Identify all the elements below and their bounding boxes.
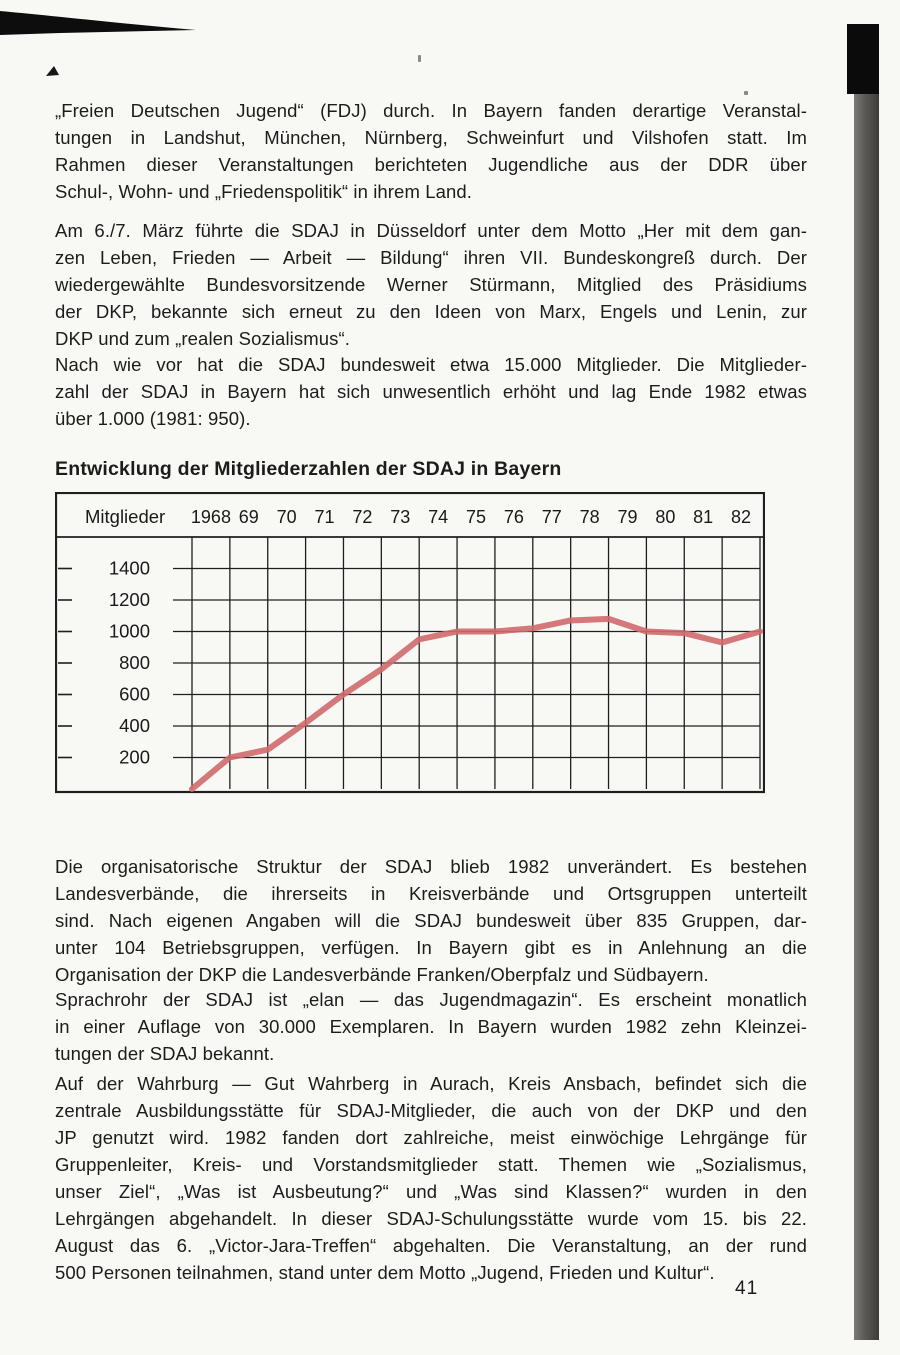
text-line: Nach wie vor hat die SDAJ bundesweit etw…: [55, 354, 807, 375]
scan-artifact-arrowhead: [46, 66, 59, 76]
text-line: 500 Personen teilnahmen, stand unter dem…: [55, 1262, 715, 1283]
text-line: der DKP, bekannte sich erneut zu den Ide…: [55, 301, 807, 322]
y-tick-label: 800: [119, 652, 150, 673]
page-number: 41: [735, 1278, 759, 1299]
membership-curve: [189, 615, 763, 792]
text-line: wiedergewählte Bundesvorsitzende Werner …: [55, 274, 807, 295]
scan-book-edge-block: [847, 24, 879, 94]
x-tick-label: 77: [542, 507, 562, 527]
x-tick-label: 82: [731, 507, 751, 527]
text-line: DKP und zum „realen Sozialismus“.: [55, 328, 350, 349]
paragraph-bundeskongress: Am 6./7. März führte die SDAJ in Düsseld…: [55, 217, 807, 352]
scan-book-edge-bar: [854, 58, 879, 1340]
text-line: JP genutzt wird. 1982 fanden dort zahlre…: [55, 1127, 807, 1148]
chart-border: [54, 491, 766, 794]
x-tick-label: 81: [693, 507, 713, 527]
x-tick-label: 75: [466, 507, 486, 527]
chart-heading: Entwicklung der Mitgliederzahlen der SDA…: [55, 458, 562, 480]
x-tick-label: 79: [617, 507, 637, 527]
x-tick-label: 69: [239, 507, 259, 527]
scan-speck: [744, 91, 748, 95]
x-tick-label: 80: [655, 507, 675, 527]
text-line: zahl der SDAJ in Bayern hat sich unwesen…: [55, 381, 807, 402]
membership-chart-svg: Mitglieder 1968 69 70 71 72 73 74 75 76 77 78 79 80 81…: [54, 491, 766, 794]
paragraph-fdj-events: „Freien Deutschen Jugend“ (FDJ) durch. I…: [55, 97, 807, 205]
text-line: Organisation der DKP die Landesverbände …: [55, 964, 709, 985]
text-line: tungen der SDAJ bekannt.: [55, 1043, 275, 1064]
y-tick-label: 400: [119, 715, 150, 736]
x-tick-label: 76: [504, 507, 524, 527]
x-tick-label: 73: [390, 507, 410, 527]
text-line: Landesverbände, die ihrerseits in Kreisv…: [55, 883, 807, 904]
y-tick-label: 1400: [109, 558, 150, 579]
text-line: über 1.000 (1981: 950).: [55, 408, 251, 429]
text-line: Schul-, Wohn- und „Friedenspolitik“ in i…: [55, 181, 472, 202]
text-line: Lehrgängen abgehandelt. In dieser SDAJ-S…: [55, 1208, 807, 1229]
paragraph-wahrberg: Auf der Wahrburg — Gut Wahrberg in Aurac…: [55, 1070, 807, 1286]
x-tick-label: 70: [277, 507, 297, 527]
text-line: Am 6./7. März führte die SDAJ in Düsseld…: [55, 220, 807, 241]
text-line: Sprachrohr der SDAJ ist „elan — das Juge…: [55, 989, 807, 1010]
x-tick-label: 71: [315, 507, 335, 527]
text-line: Die organisatorische Struktur der SDAJ b…: [55, 856, 807, 877]
text-line: Rahmen dieser Veranstaltungen berichtete…: [55, 154, 807, 175]
text-line: Gruppenleiter, Kreis- und Vorstandsmitgl…: [55, 1154, 807, 1175]
y-tick-label: 1000: [109, 621, 150, 642]
text-line: in einer Auflage von 30.000 Exemplaren. …: [55, 1016, 807, 1037]
text-line: tungen in Landshut, München, Nürnberg, S…: [55, 127, 807, 148]
paragraph-mitgliederzahl: Nach wie vor hat die SDAJ bundesweit etw…: [55, 351, 807, 432]
x-tick-label: 1968: [191, 507, 231, 527]
text-line: „Freien Deutschen Jugend“ (FDJ) durch. I…: [55, 100, 807, 121]
paragraph-struktur: Die organisatorische Struktur der SDAJ b…: [55, 853, 807, 988]
y-tick-label: 600: [119, 684, 150, 705]
y-tick-label: 200: [119, 747, 150, 768]
scan-speck: [418, 55, 421, 62]
scan-artifact-corner-wedge: [0, 11, 196, 35]
x-tick-label: 74: [428, 507, 448, 527]
paragraph-sprachrohr: Sprachrohr der SDAJ ist „elan — das Juge…: [55, 986, 807, 1067]
text-line: Auf der Wahrburg — Gut Wahrberg in Aurac…: [55, 1073, 807, 1094]
chart-row-label: Mitglieder: [85, 506, 165, 527]
text-line: August das 6. „Victor-Jara-Treffen“ abge…: [55, 1235, 807, 1256]
text-line: zentrale Ausbildungsstätte für SDAJ-Mitg…: [55, 1100, 807, 1121]
text-line: zen Leben, Frieden — Arbeit — Bildung“ i…: [55, 247, 807, 268]
y-tick-label: 1200: [109, 589, 150, 610]
text-line: unter 104 Betriebsgruppen, verfügen. In …: [55, 937, 807, 958]
x-tick-label: 78: [580, 507, 600, 527]
text-line: sind. Nach eigenen Angaben will die SDAJ…: [55, 910, 807, 931]
text-line: unser Ziel“, „Was ist Ausbeutung?“ und „…: [55, 1181, 807, 1202]
membership-chart: Mitglieder 1968 69 70 71 72 73 74 75 76 77 78 79 80 81…: [54, 491, 766, 794]
x-tick-label: 72: [352, 507, 372, 527]
